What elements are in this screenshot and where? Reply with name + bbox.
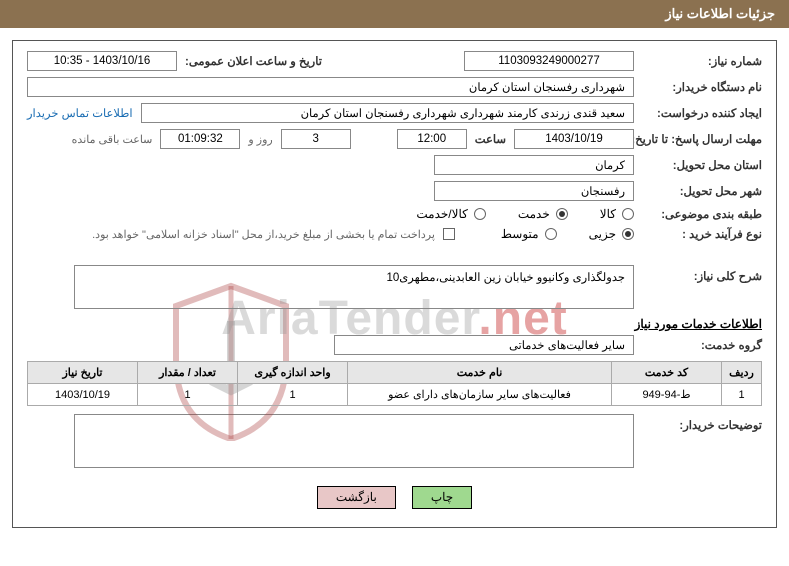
- th-row: ردیف: [722, 362, 762, 384]
- radio-both[interactable]: [474, 208, 486, 220]
- remain-suffix: ساعت باقی مانده: [72, 133, 153, 146]
- requester-label: ایجاد کننده درخواست:: [642, 106, 762, 120]
- cell-code: ط-94-949: [612, 384, 722, 406]
- deadline-time: 12:00: [397, 129, 467, 149]
- th-name: نام خدمت: [348, 362, 612, 384]
- services-section-title: اطلاعات خدمات مورد نیاز: [27, 317, 762, 331]
- radio-medium-label: متوسط: [501, 227, 539, 241]
- desc-label: شرح کلی نیاز:: [642, 265, 762, 283]
- buyer-notes-label: توضیحات خریدار:: [642, 414, 762, 432]
- th-code: کد خدمت: [612, 362, 722, 384]
- cell-unit: 1: [238, 384, 348, 406]
- city: رفسنجان: [434, 181, 634, 201]
- radio-goods[interactable]: [622, 208, 634, 220]
- radio-service[interactable]: [556, 208, 568, 220]
- need-description: جدولگذاری وکانیوو خیابان زین العابدینی،م…: [74, 265, 634, 309]
- th-unit: واحد اندازه گیری: [238, 362, 348, 384]
- days-remaining: 3: [281, 129, 351, 149]
- city-label: شهر محل تحویل:: [642, 184, 762, 198]
- time-remaining: 01:09:32: [160, 129, 240, 149]
- radio-goods-label: کالا: [600, 207, 616, 221]
- announce-datetime: 1403/10/16 - 10:35: [27, 51, 177, 71]
- service-group-label: گروه خدمت:: [642, 338, 762, 352]
- deadline-date: 1403/10/19: [514, 129, 634, 149]
- buyer-org-label: نام دستگاه خریدار:: [642, 80, 762, 94]
- radio-partial[interactable]: [622, 228, 634, 240]
- cell-row: 1: [722, 384, 762, 406]
- services-table: ردیف کد خدمت نام خدمت واحد اندازه گیری ت…: [27, 361, 762, 406]
- page-title: جزئیات اطلاعات نیاز: [665, 6, 775, 22]
- th-qty: تعداد / مقدار: [138, 362, 238, 384]
- buyer-notes-box: [74, 414, 634, 468]
- radio-partial-label: جزیی: [589, 227, 616, 241]
- province-label: استان محل تحویل:: [642, 158, 762, 172]
- service-group: سایر فعالیت‌های خدماتی: [334, 335, 634, 355]
- page-header: جزئیات اطلاعات نیاز: [0, 0, 789, 28]
- payment-note: پرداخت تمام یا بخشی از مبلغ خرید،از محل …: [92, 228, 435, 241]
- days-word: روز و: [248, 133, 272, 146]
- deadline-label: مهلت ارسال پاسخ: تا تاریخ:: [642, 132, 762, 146]
- details-panel: AriaTender.net شماره نیاز: 1103093249000…: [12, 40, 777, 528]
- radio-both-label: کالا/خدمت: [416, 207, 467, 221]
- table-row: 1 ط-94-949 فعالیت‌های سایر سازمان‌های دا…: [28, 384, 762, 406]
- cell-qty: 1: [138, 384, 238, 406]
- time-label: ساعت: [475, 132, 506, 146]
- requester: سعید قندی زرندی کارمند شهرداری شهرداری ر…: [141, 103, 634, 123]
- th-date: تاریخ نیاز: [28, 362, 138, 384]
- announce-label: تاریخ و ساعت اعلان عمومی:: [185, 54, 322, 68]
- process-label: نوع فرآیند خرید :: [642, 227, 762, 241]
- radio-medium[interactable]: [545, 228, 557, 240]
- category-label: طبقه بندی موضوعی:: [642, 207, 762, 221]
- province: کرمان: [434, 155, 634, 175]
- cell-date: 1403/10/19: [28, 384, 138, 406]
- treasury-checkbox[interactable]: [443, 228, 455, 240]
- table-header-row: ردیف کد خدمت نام خدمت واحد اندازه گیری ت…: [28, 362, 762, 384]
- print-button[interactable]: چاپ: [412, 486, 472, 509]
- back-button[interactable]: بازگشت: [317, 486, 396, 509]
- cell-name: فعالیت‌های سایر سازمان‌های دارای عضو: [348, 384, 612, 406]
- need-number: 1103093249000277: [464, 51, 634, 71]
- radio-service-label: خدمت: [518, 207, 550, 221]
- contact-buyer-link[interactable]: اطلاعات تماس خریدار: [27, 106, 133, 120]
- need-number-label: شماره نیاز:: [642, 54, 762, 68]
- buyer-org: شهرداری رفسنجان استان کرمان: [27, 77, 634, 97]
